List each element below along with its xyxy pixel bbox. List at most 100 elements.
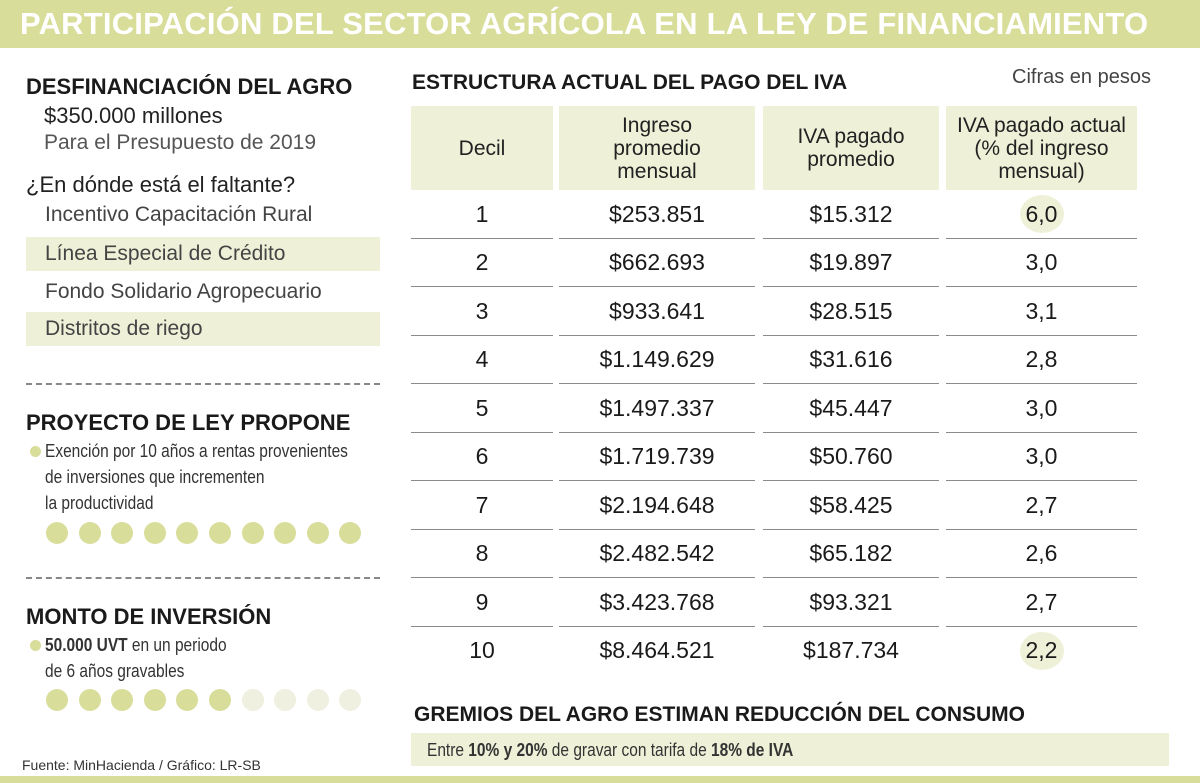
row-divider [763, 383, 939, 384]
row-divider [559, 625, 755, 627]
table-cell-ingreso: $1.719.739 [599, 443, 715, 469]
row-divider [763, 480, 939, 481]
table-cell-iva: $45.447 [809, 394, 893, 421]
year-dot [241, 689, 264, 711]
row-divider [763, 625, 939, 627]
row-divider [946, 480, 1137, 481]
row-divider [411, 480, 553, 481]
monto-line: 50.000 UVT en un periodo [45, 635, 227, 656]
proyecto-line: Exención por 10 años a rentas provenient… [45, 441, 348, 461]
year-dot [143, 522, 166, 544]
table-cell-decil: 5 [475, 394, 489, 421]
bottom-bar [0, 776, 1200, 783]
table-cell-decil: 7 [475, 491, 489, 518]
row-divider [946, 286, 1137, 287]
table-cell-ingreso: $933.641 [609, 297, 705, 324]
table-cell-iva: $187.734 [803, 637, 899, 663]
row-divider [411, 577, 553, 578]
gremios-t4: 18% de IVA [710, 740, 794, 760]
year-dot [306, 689, 329, 711]
monto-line-2: de 6 años gravables [45, 661, 185, 681]
header-pct: IVA pagado actual (% del ingreso mensual… [946, 106, 1137, 190]
year-dot [209, 689, 231, 711]
table-cell-ingreso: $3.423.768 [599, 588, 715, 615]
row-divider [946, 431, 1137, 433]
table-cell-iva: $93.321 [809, 588, 893, 615]
list-item: Distritos de riego [26, 312, 380, 346]
year-dot [78, 689, 101, 711]
row-divider [763, 334, 939, 336]
table-note: Cifras en pesos [1012, 66, 1151, 88]
proyecto-line: de inversiones que incrementen [45, 467, 265, 487]
title-bar [0, 0, 1200, 48]
header-iva: IVA pagado promedio [763, 106, 939, 190]
table-heading: ESTRUCTURA ACTUAL DEL PAGO DEL IVA [412, 71, 848, 94]
row-divider [946, 383, 1137, 384]
gremios-box [411, 733, 1169, 766]
header-decil: Decil [411, 106, 553, 190]
year-dot [111, 522, 134, 544]
header-pct-line: mensual) [998, 159, 1085, 183]
header-ingreso: Ingreso promedio mensual [559, 106, 755, 190]
table-cell-decil: 9 [475, 588, 489, 615]
row-divider [411, 528, 553, 530]
row-divider [411, 431, 553, 433]
row-divider [411, 334, 553, 336]
row-divider [559, 577, 755, 578]
proyecto-line: la productividad [45, 493, 154, 513]
gremios-heading: GREMIOS DEL AGRO ESTIMAN REDUCCIÓN DEL C… [414, 703, 1025, 726]
row-divider [946, 528, 1137, 530]
table-cell-pct: 3,0 [1025, 443, 1058, 469]
gremios-t3: de gravar con tarifa de [547, 740, 711, 760]
table-cell-pct: 2,7 [1025, 588, 1058, 615]
year-dot [46, 689, 68, 711]
desfinanciacion-heading: DESFINANCIACIÓN DEL AGRO [26, 74, 353, 99]
row-divider [411, 286, 553, 287]
year-dot [78, 522, 101, 544]
table-cell-iva: $15.312 [809, 200, 893, 227]
year-dot [339, 522, 362, 544]
row-divider [763, 528, 939, 530]
year-dot [241, 522, 264, 544]
table-cell-pct: 3,1 [1025, 297, 1058, 324]
table-cell-pct: 2,7 [1025, 491, 1058, 518]
table-cell-pct: 2,8 [1025, 346, 1058, 372]
table-cell-ingreso: $8.464.521 [599, 637, 715, 663]
monto-heading: MONTO DE INVERSIÓN [26, 604, 272, 629]
row-divider [559, 480, 755, 481]
table-cell-ingreso: $2.482.542 [599, 540, 715, 566]
highlight-circle [1019, 631, 1064, 670]
row-divider [559, 528, 755, 530]
header-iva-line: promedio [807, 148, 895, 171]
gremios-t2: 10% y 20% [468, 740, 548, 760]
list-item: Fondo Solidario Agropecuario [45, 280, 322, 303]
year-dot [339, 689, 362, 711]
header-iva-line: IVA pagado [797, 125, 905, 148]
table-cell-decil: 8 [475, 540, 489, 566]
amount-text: $350.000 millones [44, 103, 223, 128]
highlight-circle [1019, 195, 1064, 233]
divider [26, 577, 380, 579]
table-cell-iva: $28.515 [809, 297, 893, 324]
gremios-t1: Entre [427, 740, 469, 760]
row-divider [763, 286, 939, 287]
proyecto-heading: PROYECTO DE LEY PROPONE [26, 410, 351, 435]
table-cell-iva: $50.760 [809, 443, 893, 469]
table-cell-pct: 2,2 [1025, 637, 1058, 663]
year-dot [176, 689, 199, 711]
row-divider [411, 625, 553, 627]
header-pct-line: (% del ingreso [974, 136, 1109, 160]
table-cell-pct: 3,0 [1025, 394, 1058, 421]
year-dot [176, 522, 199, 544]
row-divider [559, 334, 755, 336]
monto-bold: 50.000 UVT [45, 635, 128, 655]
table-cell-iva: $58.425 [809, 491, 893, 518]
monto-rest: en un periodo [127, 635, 227, 655]
row-divider [559, 286, 755, 287]
list-item: Incentivo Capacitación Rural [45, 203, 313, 226]
table-cell-pct: 2,6 [1025, 540, 1058, 566]
table-cell-ingreso: $662.693 [609, 249, 705, 275]
row-divider [559, 431, 755, 433]
table-cell-ingreso: $1.149.629 [599, 346, 715, 372]
table-cell-ingreso: $2.194.648 [599, 491, 715, 518]
